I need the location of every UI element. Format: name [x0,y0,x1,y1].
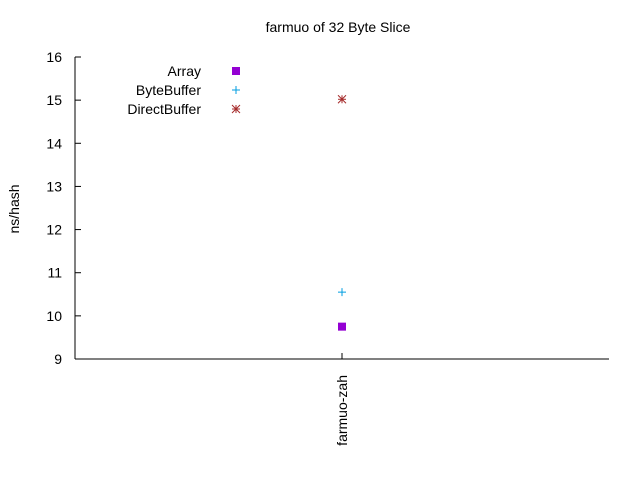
legend-marker [231,104,241,114]
legend: Array ByteBuffer DirectBuffer [127,63,241,117]
legend-marker [232,86,240,94]
data-points [337,94,347,331]
legend-marker [232,67,240,75]
y-tick-label: 11 [47,265,62,281]
legend-label: Array [168,63,201,79]
legend-label: DirectBuffer [127,101,201,117]
y-tick-label: 10 [46,308,62,324]
y-tick-label: 12 [46,222,62,238]
chart-title: farmuo of 32 Byte Slice [266,19,411,35]
y-tick-label: 9 [54,351,62,367]
y-tick-label: 16 [46,49,62,65]
data-point [338,288,346,297]
y-tick-label: 14 [46,135,62,151]
y-tick-label: 13 [46,178,62,194]
data-point [337,94,347,104]
y-axis-ticks: 9 10 11 12 13 14 15 16 [46,49,81,367]
data-point [338,322,346,331]
legend-label: ByteBuffer [136,82,201,98]
y-tick-label: 15 [46,92,62,108]
x-axis-ticks: farmuo-zah [334,353,350,446]
y-axis-label: ns/hash [6,184,22,233]
x-tick-label: farmuo-zah [334,375,350,446]
